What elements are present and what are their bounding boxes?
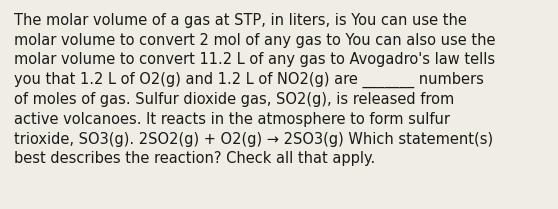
Text: The molar volume of a gas at STP, in liters, is You can use the
molar volume to : The molar volume of a gas at STP, in lit… xyxy=(14,13,496,166)
